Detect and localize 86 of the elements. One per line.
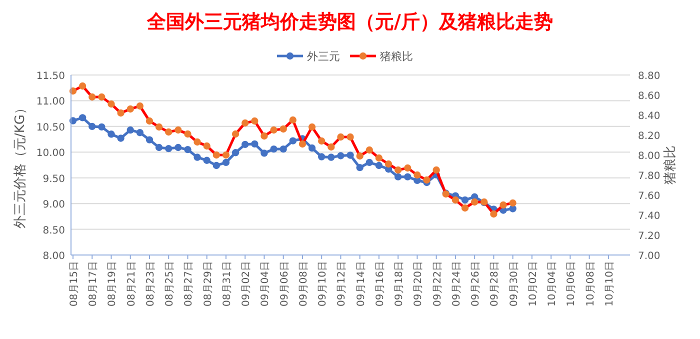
point	[174, 144, 182, 152]
point	[318, 153, 326, 160]
point	[242, 140, 249, 148]
x-tick-label: 09月26日	[470, 261, 482, 306]
y-tick-label: 9.00	[42, 200, 65, 211]
x-tick-label: 08月27日	[184, 261, 195, 306]
chart-title: 全国外三元猪均价走势图（元/斤）及猪粮比走势	[146, 11, 553, 33]
point	[260, 150, 268, 157]
point	[222, 158, 230, 166]
point	[280, 145, 287, 153]
point	[146, 136, 154, 144]
x-tick-label: 09月18日	[394, 261, 406, 306]
point	[366, 158, 374, 166]
point	[251, 140, 258, 148]
x-tick-label: 10月06日	[566, 261, 578, 306]
x-tick-label: 08月15日	[69, 261, 80, 306]
x-tick-label: 09月30日	[508, 261, 520, 306]
x-tick-label: 09月16日	[374, 261, 386, 306]
point	[232, 149, 240, 156]
y-tick-label: 10.50	[36, 122, 65, 134]
x-tick-label: 10月04日	[547, 261, 558, 306]
y-tick-label: 8.00	[42, 251, 65, 262]
y-tick-label: 8.50	[42, 225, 65, 236]
point	[78, 114, 86, 122]
x-tick-label: 08月31日	[222, 261, 233, 306]
y-tick-label: 10.00	[36, 148, 65, 160]
point	[108, 130, 115, 138]
point	[270, 145, 278, 153]
point	[117, 134, 124, 142]
point	[328, 154, 335, 161]
x-tick-label: 09月22日	[432, 261, 444, 306]
x-tick-label: 09月20日	[413, 261, 424, 306]
point	[194, 154, 201, 161]
legend-label: 外三元	[307, 50, 340, 63]
point	[308, 144, 316, 152]
x-tick-label: 09月08日	[298, 261, 310, 306]
x-tick-label: 09月12日	[336, 261, 348, 306]
point	[289, 137, 297, 144]
x-tick-label: 09月04日	[260, 261, 272, 306]
x-tick-label: 09月02日	[241, 261, 252, 306]
point	[88, 122, 96, 130]
y2-tick-label: 7.00	[638, 251, 660, 262]
y-tick-label: 11.50	[36, 71, 65, 82]
y2-tick-label: 7.60	[638, 191, 660, 202]
point	[337, 152, 344, 160]
point	[356, 164, 364, 172]
x-tick-label: 09月24日	[451, 261, 462, 306]
x-tick-label: 09月14日	[356, 261, 367, 306]
x-tick-label: 09月06日	[279, 261, 290, 306]
point	[346, 152, 354, 159]
point	[203, 156, 210, 164]
x-tick-label: 08月29日	[202, 261, 214, 306]
y2-tick-label: 8.80	[638, 71, 660, 82]
y2-tick-label: 7.80	[638, 171, 660, 182]
y-tick-label: 11.00	[36, 96, 65, 108]
point	[126, 126, 134, 134]
y2-tick-label: 8.40	[638, 111, 660, 122]
x-tick-label: 08月19日	[107, 261, 118, 306]
x-tick-label: 10月10日	[604, 261, 616, 306]
point	[136, 129, 144, 136]
y2-tick-label: 7.40	[638, 211, 660, 222]
point	[461, 196, 469, 204]
y2-tick-label: 8.00	[638, 151, 660, 162]
y2-tick-label: 7.20	[638, 231, 660, 242]
x-tick-label: 08月25日	[164, 261, 176, 306]
x-tick-label: 09月28日	[490, 261, 501, 306]
y-axis-title: 外三元价格（元/KG）	[13, 102, 28, 228]
x-tick-label: 09月10日	[318, 261, 329, 306]
point	[394, 173, 402, 180]
x-tick-label: 08月21日	[126, 261, 138, 306]
point	[184, 146, 192, 154]
x-tick-label: 08月23日	[145, 261, 156, 306]
point	[155, 144, 163, 152]
y2-tick-label: 8.20	[638, 131, 660, 142]
y2-tick-label: 8.60	[638, 91, 660, 102]
point	[212, 162, 220, 170]
y2-axis-title: 猪粮比	[663, 146, 678, 184]
legend-label: 猪粮比	[380, 50, 413, 63]
point	[404, 173, 412, 180]
point	[98, 123, 106, 131]
y-tick-label: 9.50	[42, 174, 65, 185]
x-tick-label: 10月08日	[585, 261, 596, 306]
point	[165, 144, 172, 152]
x-tick-label: 08月17日	[88, 261, 100, 306]
point	[375, 162, 383, 170]
x-tick-label: 10月02日	[528, 261, 539, 306]
